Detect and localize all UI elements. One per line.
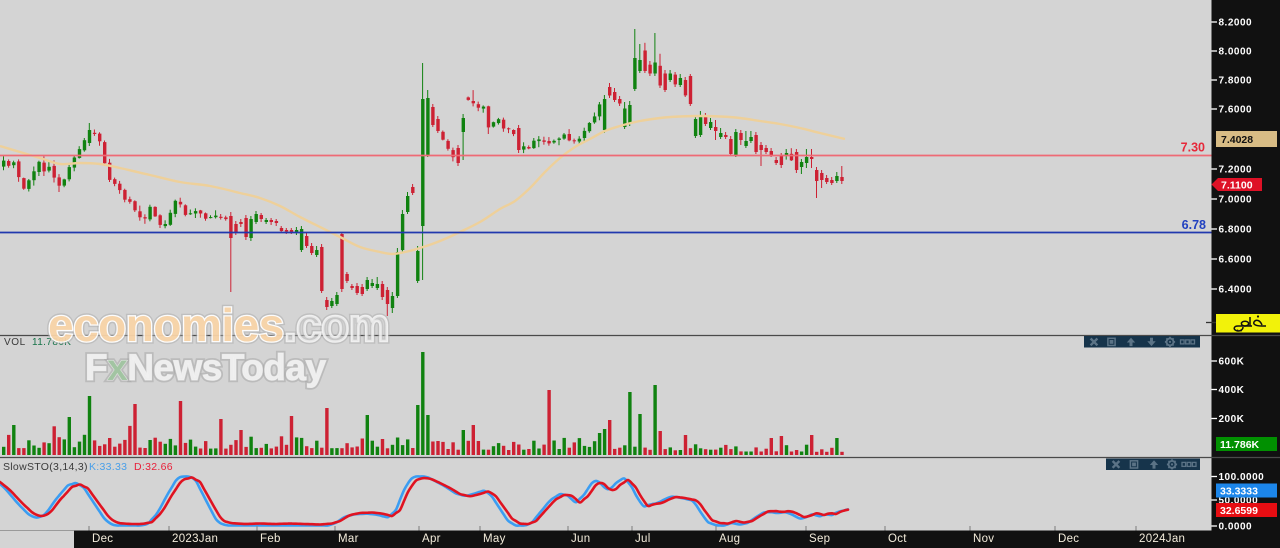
- svg-text:Mar: Mar: [338, 533, 359, 545]
- svg-text:VOL: VOL: [4, 337, 26, 348]
- svg-text:Jun: Jun: [571, 533, 590, 545]
- svg-text:7.1100: 7.1100: [1221, 180, 1253, 192]
- svg-text:0.0000: 0.0000: [1219, 522, 1253, 533]
- svg-text:6.4000: 6.4000: [1219, 285, 1253, 296]
- svg-text:8.0000: 8.0000: [1219, 47, 1253, 58]
- svg-text:400K: 400K: [1219, 385, 1245, 396]
- svg-text:50.0000: 50.0000: [1219, 496, 1259, 507]
- svg-text:Oct: Oct: [888, 533, 907, 545]
- svg-text:Feb: Feb: [260, 533, 281, 545]
- svg-text:FxNewsToday: FxNewsToday: [85, 347, 326, 388]
- svg-text:2023Jan: 2023Jan: [172, 533, 218, 545]
- svg-text:7.4028: 7.4028: [1221, 134, 1253, 146]
- svg-text:Apr: Apr: [422, 533, 441, 545]
- svg-text:economies.com: economies.com: [48, 299, 389, 351]
- svg-text:Dec: Dec: [92, 533, 113, 545]
- svg-text:7.8000: 7.8000: [1219, 76, 1253, 87]
- svg-text:D:32.66: D:32.66: [134, 461, 173, 473]
- svg-text:6.78: 6.78: [1182, 218, 1206, 232]
- svg-text:6.6000: 6.6000: [1219, 255, 1253, 266]
- svg-text:8.2000: 8.2000: [1219, 18, 1253, 29]
- svg-text:32.6599: 32.6599: [1220, 505, 1258, 517]
- svg-text:7.2000: 7.2000: [1219, 165, 1253, 176]
- svg-text:Aug: Aug: [719, 533, 740, 545]
- svg-text:11.786K: 11.786K: [1220, 439, 1260, 451]
- svg-text:7.6000: 7.6000: [1219, 105, 1253, 116]
- svg-text:33.3333: 33.3333: [1220, 486, 1258, 498]
- svg-text:Jul: Jul: [635, 533, 651, 545]
- svg-text:economies.com: economies.com: [48, 299, 389, 351]
- svg-text:Nov: Nov: [973, 533, 994, 545]
- svg-text:May: May: [483, 533, 506, 545]
- svg-text:K:33.33: K:33.33: [89, 461, 127, 473]
- svg-text:11.786K: 11.786K: [32, 337, 71, 348]
- svg-text:200K: 200K: [1219, 414, 1245, 425]
- svg-text:Sep: Sep: [809, 533, 830, 545]
- svg-text:FxNewsToday: FxNewsToday: [85, 347, 326, 388]
- svg-text:100.0000: 100.0000: [1219, 472, 1265, 483]
- svg-text:2024Jan: 2024Jan: [1139, 533, 1185, 545]
- svg-text:7.30: 7.30: [1181, 141, 1205, 155]
- svg-text:SlowSTO(3,14,3): SlowSTO(3,14,3): [3, 461, 88, 473]
- svg-text:7.0000: 7.0000: [1219, 195, 1253, 206]
- svg-text:6.8000: 6.8000: [1219, 225, 1253, 236]
- svg-text:Dec: Dec: [1058, 533, 1079, 545]
- svg-text:600K: 600K: [1219, 357, 1245, 368]
